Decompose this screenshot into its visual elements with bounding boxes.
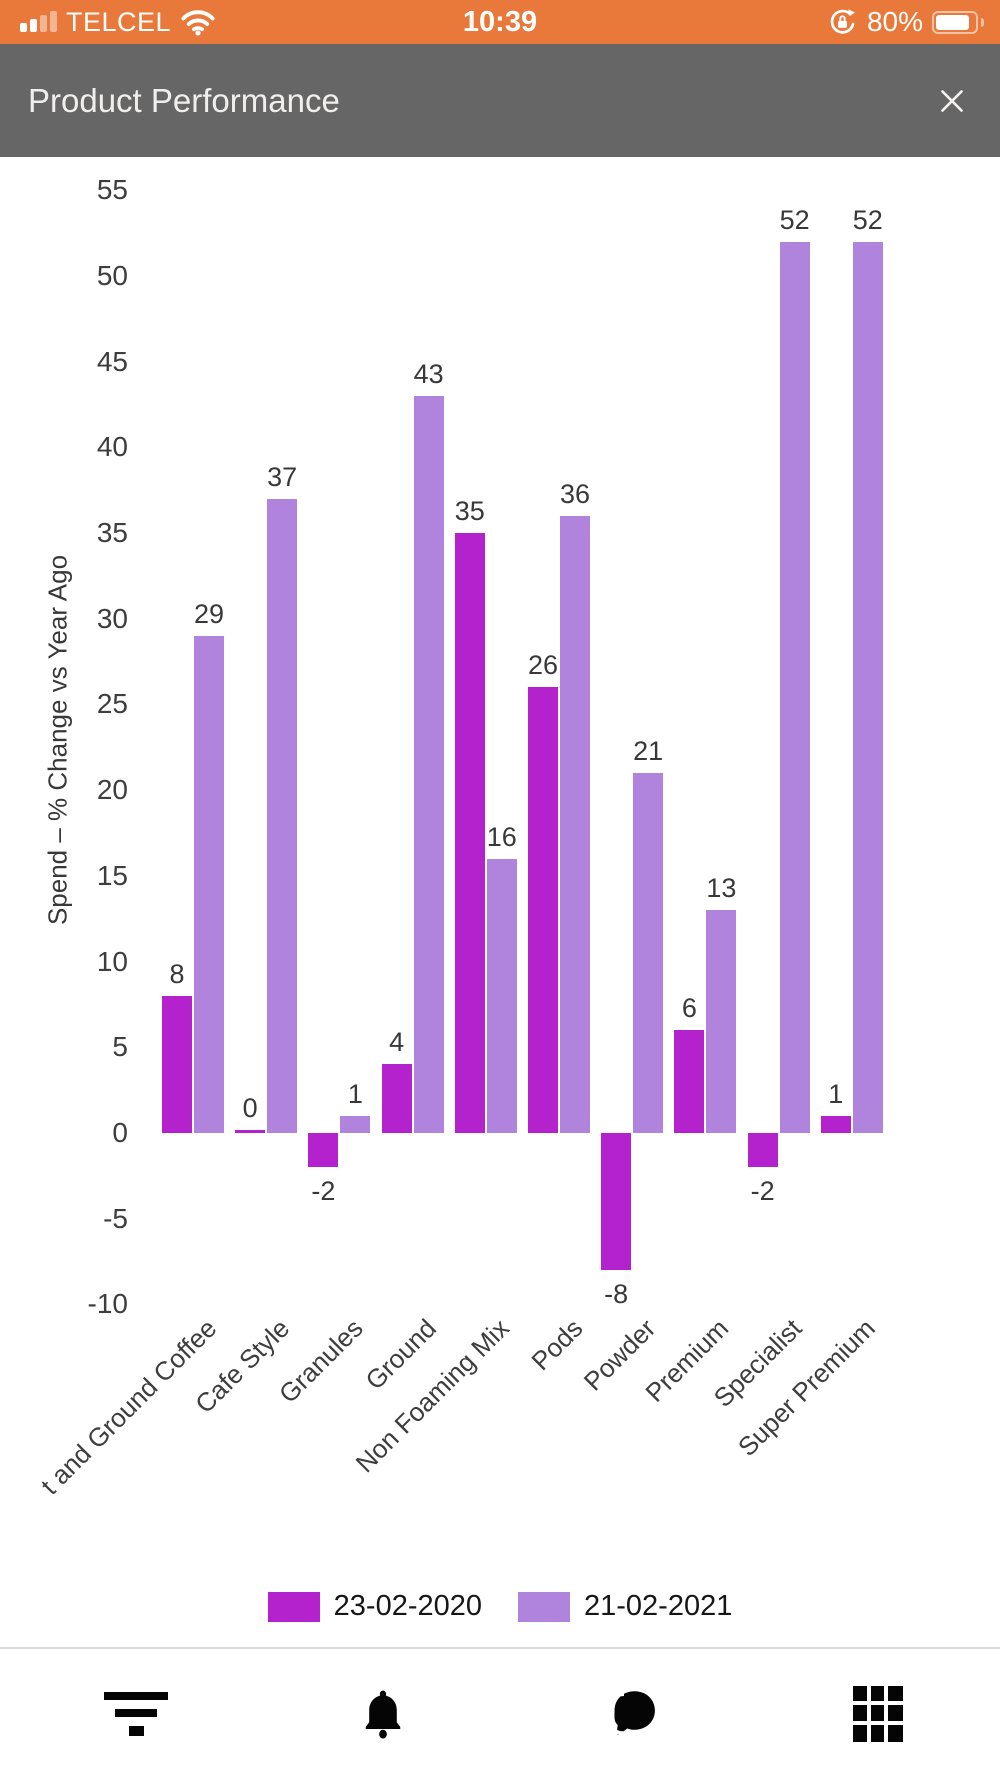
bar-value-label: 43 bbox=[413, 358, 444, 389]
bar-value-label: 29 bbox=[193, 598, 225, 629]
bar-value-label: -2 bbox=[311, 1176, 336, 1207]
navbar-divider bbox=[0, 1647, 1000, 1649]
bar-value-label: 6 bbox=[681, 993, 697, 1024]
nav-filter-button[interactable] bbox=[76, 1669, 196, 1759]
nav-grid-button[interactable] bbox=[818, 1669, 938, 1759]
bar-value-label: 35 bbox=[454, 495, 485, 526]
cell-signal-icon bbox=[20, 11, 57, 33]
y-axis-tick-label: 10 bbox=[96, 945, 128, 977]
bar-value-label: 16 bbox=[486, 821, 517, 852]
y-axis-tick-label: 35 bbox=[96, 516, 128, 548]
bar-23-02-2020-Premium bbox=[674, 1030, 705, 1133]
y-axis-tick-label: 20 bbox=[96, 774, 128, 806]
y-axis-tick-label: 5 bbox=[112, 1031, 128, 1063]
nav-chat-button[interactable] bbox=[571, 1669, 691, 1759]
bar-21-02-2021-Granules bbox=[340, 1115, 371, 1133]
page-title: Product Performance bbox=[28, 81, 340, 119]
bar-value-label: 52 bbox=[779, 204, 810, 235]
bar-value-label: 13 bbox=[706, 873, 737, 904]
bar-23-02-2020-Non Foaming Mix bbox=[454, 532, 485, 1133]
bar-value-label: 1 bbox=[347, 1078, 363, 1109]
bottom-navbar bbox=[0, 1649, 1000, 1778]
y-axis-tick-label: 45 bbox=[96, 345, 128, 377]
bar-value-label: 8 bbox=[169, 958, 185, 989]
bar-value-label: 26 bbox=[527, 650, 559, 681]
bar-23-02-2020-t and Ground Coffee bbox=[162, 995, 192, 1133]
legend-swatch-2021 bbox=[518, 1591, 570, 1622]
bar-21-02-2021-t and Ground Coffee bbox=[194, 635, 224, 1133]
y-axis-tick-label: 15 bbox=[96, 859, 128, 891]
bar-21-02-2021-Non Foaming Mix bbox=[486, 858, 517, 1133]
bar-value-label: 52 bbox=[852, 204, 883, 235]
bar-value-label: 21 bbox=[633, 735, 664, 766]
orientation-lock-icon bbox=[830, 8, 856, 34]
x-axis-category-label: Pods bbox=[525, 1313, 589, 1377]
bar-21-02-2021-Ground bbox=[413, 395, 444, 1133]
x-axis-category-label: t and Ground Coffee bbox=[34, 1313, 223, 1501]
legend-label-2021: 21-02-2021 bbox=[584, 1590, 733, 1622]
y-axis-tick-label: 55 bbox=[96, 174, 128, 206]
bar-21-02-2021-Super Premium bbox=[852, 241, 883, 1133]
battery-nub bbox=[981, 17, 984, 27]
bar-21-02-2021-Specialist bbox=[779, 241, 810, 1133]
bar-23-02-2020-Granules bbox=[308, 1133, 339, 1168]
modal-header: Product Performance bbox=[0, 44, 1000, 157]
filter-icon bbox=[104, 1691, 168, 1736]
nav-notifications-button[interactable] bbox=[323, 1669, 443, 1759]
y-axis-tick-label: 50 bbox=[96, 259, 128, 291]
legend-item-2021[interactable]: 21-02-2021 bbox=[518, 1590, 732, 1623]
bar-23-02-2020-Super Premium bbox=[820, 1115, 851, 1133]
carrier-label: TELCEL bbox=[66, 6, 172, 37]
y-axis-tick-label: 0 bbox=[112, 1117, 128, 1148]
bar-21-02-2021-Premium bbox=[706, 910, 737, 1133]
bar-23-02-2020-Pods bbox=[528, 687, 558, 1133]
grid-icon bbox=[848, 1685, 907, 1742]
legend-label-2020: 23-02-2020 bbox=[333, 1590, 482, 1622]
bar-23-02-2020-Powder bbox=[601, 1133, 632, 1271]
status-bar: TELCEL 10:39 80% bbox=[0, 0, 1000, 44]
bar-23-02-2020-Ground bbox=[381, 1064, 412, 1133]
chart-legend: 23-02-2020 21-02-2021 bbox=[0, 1590, 1000, 1623]
bar-21-02-2021-Pods bbox=[560, 515, 590, 1133]
bar-23-02-2020-Cafe Style bbox=[235, 1130, 266, 1133]
bar-23-02-2020-Specialist bbox=[747, 1133, 778, 1168]
y-axis-tick-label: 30 bbox=[96, 602, 128, 634]
battery-percent: 80% bbox=[866, 6, 923, 37]
bar-value-label: -2 bbox=[750, 1176, 775, 1207]
bar-value-label: 37 bbox=[267, 461, 298, 492]
bar-value-label: 1 bbox=[828, 1078, 844, 1109]
chat-icon bbox=[602, 1690, 655, 1735]
legend-item-2020[interactable]: 23-02-2020 bbox=[267, 1590, 482, 1623]
y-axis-tick-label: 25 bbox=[96, 688, 128, 720]
y-axis-tick-label: -10 bbox=[87, 1288, 128, 1320]
y-axis-tick-label: 40 bbox=[96, 431, 128, 463]
battery-icon bbox=[932, 10, 978, 34]
bar-value-label: 4 bbox=[389, 1027, 405, 1058]
y-axis-tick-label: -5 bbox=[103, 1202, 128, 1234]
notifications-bell-icon bbox=[366, 1690, 401, 1739]
close-button[interactable] bbox=[930, 79, 974, 123]
close-icon bbox=[941, 89, 963, 112]
bar-value-label: 0 bbox=[242, 1093, 258, 1123]
bar-value-label: -8 bbox=[604, 1279, 629, 1310]
bar-21-02-2021-Powder bbox=[633, 772, 664, 1133]
legend-swatch-2020 bbox=[267, 1591, 320, 1622]
bar-21-02-2021-Cafe Style bbox=[267, 498, 298, 1133]
clock: 10:39 bbox=[462, 5, 538, 38]
wifi-icon bbox=[181, 9, 215, 36]
bar-value-label: 36 bbox=[559, 478, 591, 509]
